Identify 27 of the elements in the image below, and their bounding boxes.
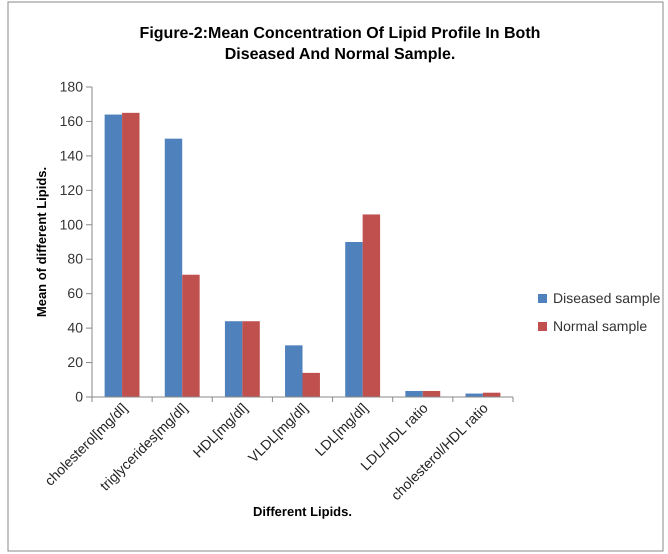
bar [405, 390, 423, 397]
legend-label: Normal sample [553, 318, 648, 334]
bar [182, 274, 200, 397]
y-tick-label: 80 [67, 250, 84, 267]
bar [362, 214, 380, 397]
y-axis-title: Mean of different Lipids. [34, 166, 49, 318]
y-tick-label: 60 [67, 285, 84, 302]
chart-title: Figure-2:Mean Concentration Of Lipid Profile In Both Diseased And Normal Sample. [140, 25, 540, 63]
y-tick-label: 20 [67, 354, 84, 370]
y-tick-label: 40 [67, 320, 84, 336]
y-tick-label: 120 [60, 182, 84, 198]
bar [224, 321, 242, 397]
bar [122, 112, 140, 397]
y-tick-label: 100 [60, 216, 84, 232]
y-tick-label: 180 [60, 78, 84, 94]
y-tick-label: 0 [75, 388, 84, 404]
bar [104, 114, 122, 397]
bar [285, 345, 302, 397]
bar [302, 372, 320, 397]
x-axis-title: Different Lipids. [253, 504, 352, 519]
bar [164, 138, 182, 397]
y-tick-label: 160 [60, 112, 84, 129]
y-tick-label: 140 [60, 147, 84, 164]
bar [345, 242, 363, 397]
legend-label: Diseased sample [553, 290, 661, 306]
bar [482, 392, 500, 397]
bar [242, 321, 260, 397]
